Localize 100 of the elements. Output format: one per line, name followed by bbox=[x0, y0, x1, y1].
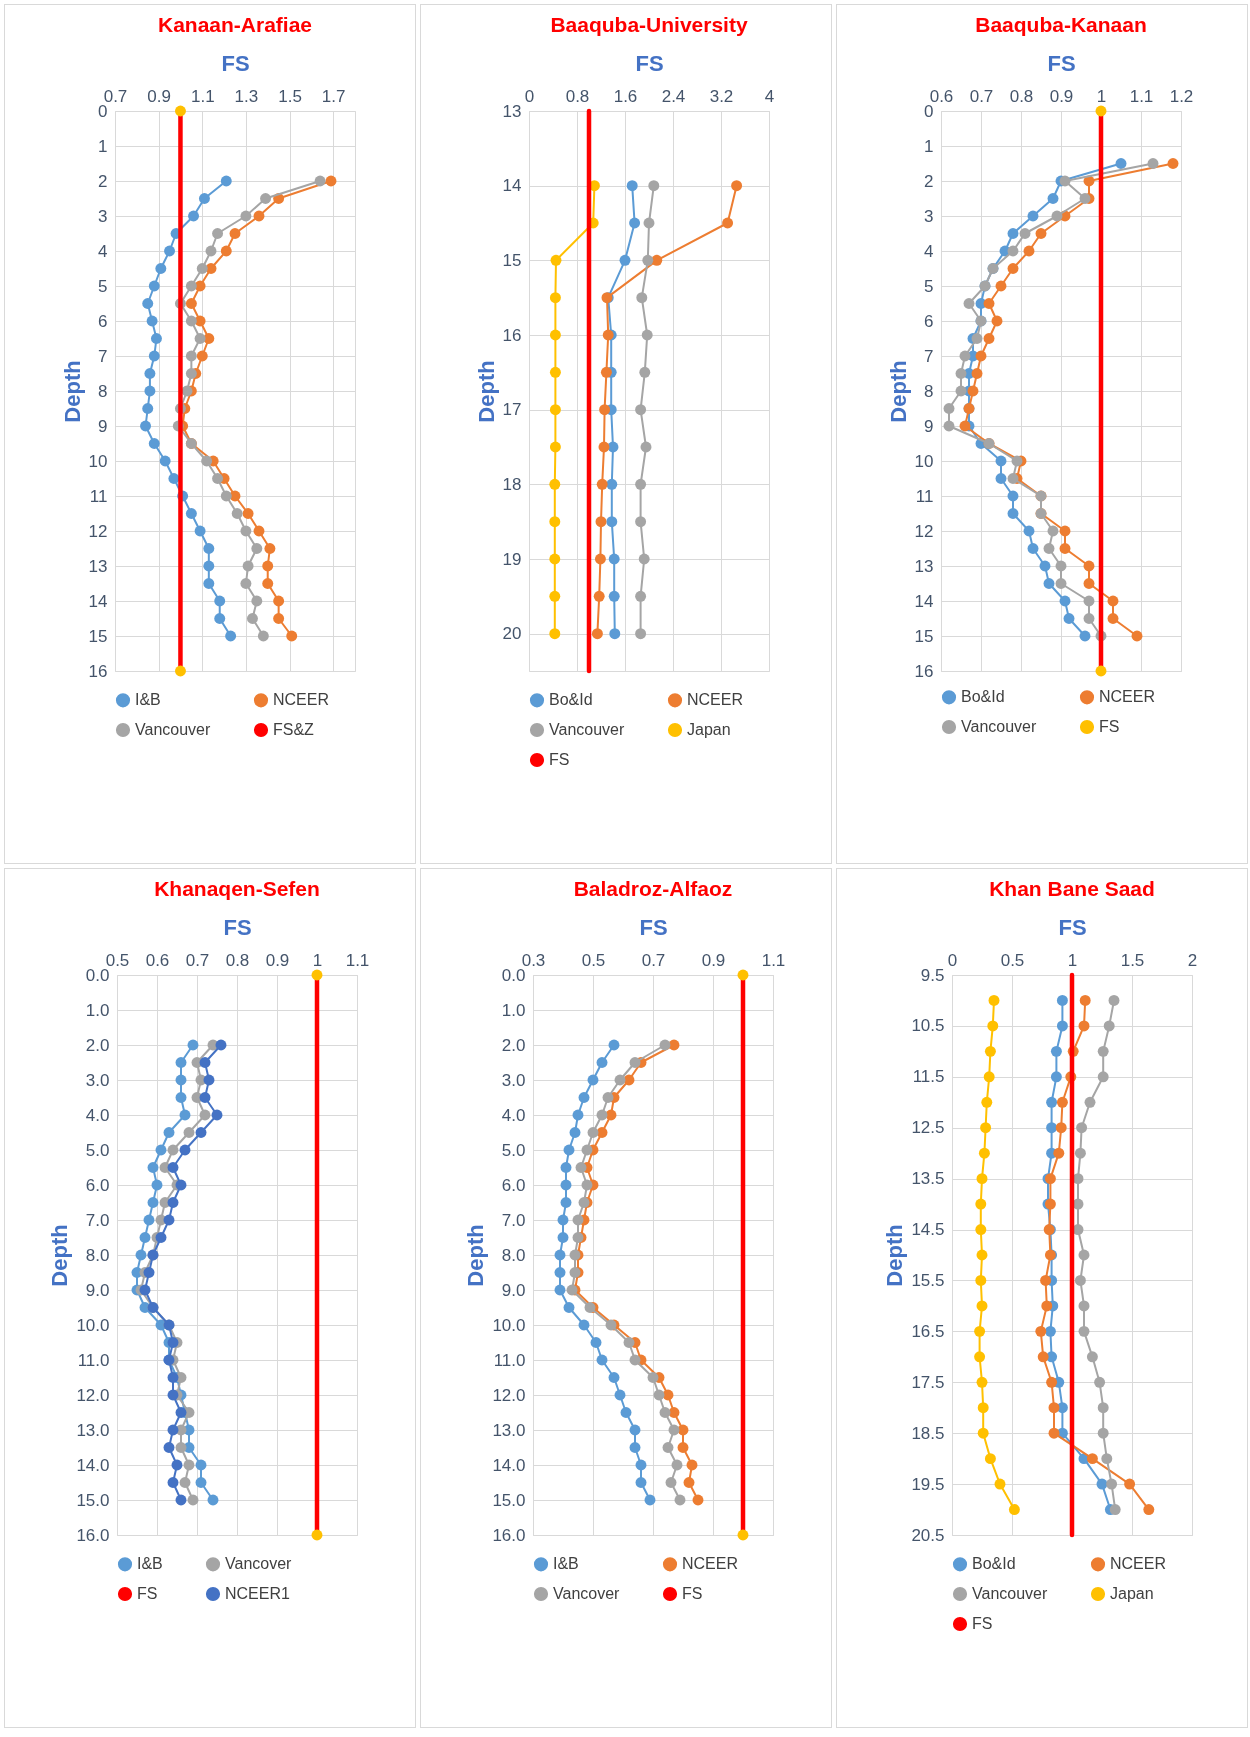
y-tick-label: 4 bbox=[924, 241, 934, 261]
y-tick-label: 11.0 bbox=[77, 1350, 109, 1370]
legend-label: Bo&Id bbox=[972, 1555, 1016, 1573]
x-tick-label: 2.4 bbox=[661, 86, 685, 106]
legend-label: I&B bbox=[552, 1555, 579, 1573]
y-tick-label: 16 bbox=[914, 661, 934, 681]
y-tick-label: 3 bbox=[98, 206, 108, 226]
y-tick-label: 16 bbox=[502, 325, 521, 345]
legend-label: Vancouver bbox=[961, 718, 1037, 735]
chart-title: Baaquba-University bbox=[549, 13, 748, 36]
legend-label: NCEER1 bbox=[224, 1585, 290, 1602]
y-tick-label: 1.0 bbox=[501, 1000, 525, 1020]
y-tick-label: 2.0 bbox=[85, 1035, 109, 1055]
x-tick-label: 0.8 bbox=[1009, 86, 1034, 106]
y-tick-label: 11.5 bbox=[912, 1067, 945, 1087]
y-tick-label: 12 bbox=[88, 521, 108, 541]
y-tick-label: 17.5 bbox=[911, 1372, 945, 1392]
y-tick-label: 10 bbox=[88, 451, 108, 471]
y-tick-label: 5 bbox=[924, 276, 934, 296]
x-tick-label: 1 bbox=[1096, 86, 1107, 106]
y-tick-label: 10.5 bbox=[911, 1016, 945, 1036]
y-tick-label: 4.0 bbox=[501, 1105, 525, 1125]
legend-label: FS&Z bbox=[273, 721, 315, 738]
y-tick-label: 9 bbox=[924, 416, 934, 436]
x-tick-label: 0.8 bbox=[225, 950, 249, 970]
y-tick-label: 3.0 bbox=[85, 1070, 109, 1090]
x-tick-label: 1.6 bbox=[613, 86, 637, 106]
y-tick-label: 13.5 bbox=[911, 1169, 945, 1189]
y-tick-label: 14.0 bbox=[75, 1455, 109, 1475]
y-tick-label: 14 bbox=[914, 591, 934, 611]
y-tick-label: 13 bbox=[502, 101, 521, 121]
x-tick-label: 1.1 bbox=[190, 86, 215, 106]
x-tick-label: 1 bbox=[312, 950, 322, 970]
x-tick-label: 0.9 bbox=[701, 950, 725, 970]
y-tick-label: 6.0 bbox=[501, 1175, 525, 1195]
x-tick-label: 1.5 bbox=[278, 86, 302, 106]
x-tick-label: 1.2 bbox=[1169, 86, 1194, 106]
y-tick-label: 9.0 bbox=[85, 1280, 109, 1300]
y-axis-title: Depth bbox=[46, 1224, 72, 1287]
x-axis-title: FS bbox=[638, 914, 668, 940]
y-tick-label: 1 bbox=[924, 136, 934, 156]
x-tick-label: 0 bbox=[947, 950, 958, 970]
y-tick-label: 2.0 bbox=[501, 1035, 525, 1055]
x-axis-title: FS bbox=[1047, 50, 1076, 76]
y-tick-label: 5.0 bbox=[85, 1140, 109, 1160]
x-tick-label: 1.1 bbox=[1129, 86, 1154, 106]
y-tick-label: 14 bbox=[502, 176, 521, 196]
y-tick-label: 16.0 bbox=[491, 1525, 525, 1545]
y-tick-label: 12.0 bbox=[75, 1385, 109, 1405]
y-tick-label: 13.0 bbox=[491, 1420, 525, 1440]
y-tick-label: 12.0 bbox=[491, 1385, 525, 1405]
y-tick-label: 19 bbox=[502, 549, 521, 569]
legend-label: FS bbox=[972, 1615, 993, 1632]
y-tick-label: 13.0 bbox=[75, 1420, 109, 1440]
legend-label: NCEER bbox=[681, 1555, 738, 1573]
legend-label: Vancouver bbox=[548, 721, 625, 738]
y-tick-label: 20.5 bbox=[911, 1525, 945, 1545]
y-tick-label: 15 bbox=[914, 626, 934, 646]
y-tick-label: 5.0 bbox=[501, 1140, 525, 1160]
y-tick-label: 18 bbox=[502, 474, 521, 494]
y-tick-label: 14 bbox=[88, 591, 108, 611]
legend-label: FS bbox=[681, 1585, 702, 1602]
y-tick-label: 6 bbox=[924, 311, 934, 331]
x-axis-title: FS bbox=[221, 50, 250, 76]
legend-label: NCEER bbox=[1110, 1555, 1167, 1573]
legend-label: FS bbox=[548, 751, 569, 768]
y-tick-label: 9.5 bbox=[920, 965, 945, 985]
y-tick-label: 7 bbox=[98, 346, 108, 366]
x-tick-label: 1.5 bbox=[1120, 950, 1145, 970]
legend-label: FS bbox=[136, 1585, 157, 1602]
y-tick-label: 12 bbox=[914, 521, 934, 541]
y-axis-title: Depth bbox=[885, 360, 911, 423]
y-axis-title: Depth bbox=[59, 360, 85, 423]
x-tick-label: 1.1 bbox=[345, 950, 369, 970]
y-tick-label: 2 bbox=[98, 171, 108, 191]
x-tick-label: 0.6 bbox=[145, 950, 169, 970]
y-tick-label: 8.0 bbox=[85, 1245, 109, 1265]
legend-label: Japan bbox=[1110, 1585, 1154, 1602]
x-axis-title: FS bbox=[222, 914, 252, 940]
y-tick-label: 13 bbox=[88, 556, 108, 576]
legend-label: I&B bbox=[136, 1555, 163, 1573]
y-tick-label: 7 bbox=[924, 346, 934, 366]
y-tick-label: 9.0 bbox=[501, 1280, 525, 1300]
y-tick-label: 12.5 bbox=[911, 1118, 945, 1138]
y-tick-label: 15.0 bbox=[491, 1490, 525, 1510]
x-tick-label: 0.7 bbox=[641, 950, 665, 970]
y-tick-label: 15.5 bbox=[911, 1270, 945, 1290]
y-tick-label: 15 bbox=[502, 250, 521, 270]
y-axis-title: Depth bbox=[473, 360, 499, 423]
legend-label: Vancover bbox=[552, 1585, 620, 1602]
y-tick-label: 8 bbox=[98, 381, 108, 401]
y-tick-label: 14.5 bbox=[911, 1220, 945, 1240]
y-tick-label: 3 bbox=[924, 206, 934, 226]
legend-label: Bo&Id bbox=[548, 691, 593, 709]
x-tick-label: 0.9 bbox=[265, 950, 289, 970]
y-tick-label: 8.0 bbox=[501, 1245, 525, 1265]
legend-label: Vancouver bbox=[972, 1585, 1048, 1602]
x-tick-label: 1.3 bbox=[234, 86, 259, 106]
y-tick-label: 7.0 bbox=[501, 1210, 525, 1230]
x-tick-label: 1 bbox=[1067, 950, 1078, 970]
